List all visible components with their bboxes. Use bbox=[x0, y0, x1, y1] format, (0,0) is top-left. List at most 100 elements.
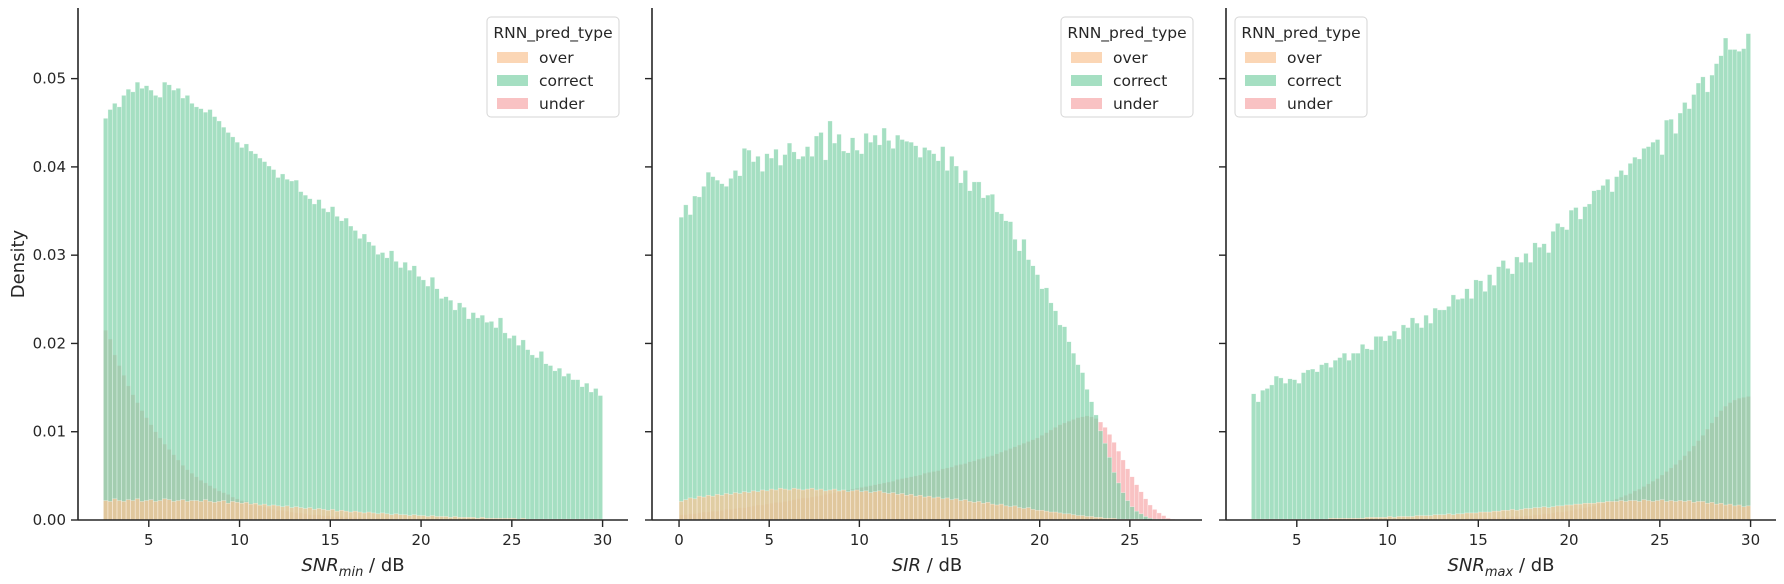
bar-correct bbox=[895, 134, 901, 521]
bar-over bbox=[144, 500, 150, 521]
bar-over bbox=[130, 500, 136, 521]
bar-over bbox=[737, 493, 743, 521]
bar-correct bbox=[890, 148, 896, 521]
bar-correct bbox=[1043, 287, 1049, 521]
bar-correct bbox=[859, 153, 865, 521]
x-tick-label: 20 bbox=[1560, 531, 1579, 549]
legend-title: RNN_pred_type bbox=[1067, 24, 1186, 43]
bar-over bbox=[1582, 502, 1588, 521]
bar-over bbox=[832, 488, 838, 521]
bar-over bbox=[1025, 507, 1031, 521]
bar-correct bbox=[488, 321, 494, 521]
bar-over bbox=[940, 498, 946, 521]
bar-correct bbox=[1686, 108, 1692, 521]
bar-correct bbox=[1012, 239, 1018, 521]
bar-correct bbox=[352, 230, 358, 521]
bar-over bbox=[904, 495, 910, 521]
bar-over bbox=[1586, 502, 1593, 521]
bar-over bbox=[1455, 513, 1461, 521]
x-axis-label: SNRmax / dB bbox=[1447, 555, 1554, 580]
bar-correct bbox=[1582, 206, 1588, 521]
x-tick-label: 30 bbox=[1741, 531, 1760, 549]
bar-correct bbox=[271, 169, 277, 521]
bar-over bbox=[116, 500, 122, 521]
bar-correct bbox=[1080, 372, 1086, 521]
bar-over bbox=[1732, 505, 1738, 521]
bar-over bbox=[1518, 509, 1524, 521]
bar-correct bbox=[384, 257, 390, 521]
bar-correct bbox=[171, 89, 177, 521]
x-axis-label: SIR / dB bbox=[892, 555, 963, 576]
bar-correct bbox=[1655, 139, 1661, 521]
bar-correct bbox=[1505, 268, 1511, 521]
bar-over bbox=[366, 511, 372, 521]
bar-over bbox=[931, 497, 937, 521]
bar-correct bbox=[1287, 378, 1293, 521]
bar-over bbox=[1496, 510, 1502, 521]
bar-over bbox=[890, 492, 896, 521]
bar-over bbox=[357, 511, 363, 521]
bar-over bbox=[361, 512, 367, 521]
bar-correct bbox=[584, 382, 590, 521]
bar-over bbox=[1016, 507, 1022, 521]
bar-correct bbox=[157, 96, 163, 521]
bar-correct bbox=[796, 158, 802, 521]
bar-correct bbox=[1532, 242, 1538, 521]
bar-correct bbox=[863, 133, 869, 521]
bar-correct bbox=[1409, 317, 1416, 521]
bar-over bbox=[895, 494, 901, 521]
bar-correct bbox=[768, 157, 774, 521]
bar-correct bbox=[1391, 330, 1397, 521]
bar-correct bbox=[1107, 457, 1113, 521]
bar-correct bbox=[1632, 156, 1638, 521]
bar-correct bbox=[407, 269, 413, 521]
bar-correct bbox=[1464, 288, 1470, 521]
bar-correct bbox=[330, 206, 336, 521]
bar-over bbox=[971, 502, 977, 521]
bar-over bbox=[1473, 512, 1479, 521]
bar-correct bbox=[845, 152, 851, 521]
bar-over bbox=[1546, 507, 1552, 521]
bar-over bbox=[1632, 500, 1638, 521]
bar-correct bbox=[1057, 324, 1063, 521]
bar-over bbox=[917, 495, 923, 521]
bar-correct bbox=[207, 109, 213, 521]
bar-over bbox=[827, 489, 833, 521]
bar-correct bbox=[1609, 191, 1615, 521]
legend-swatch-over bbox=[1071, 52, 1102, 63]
bar-correct bbox=[325, 211, 331, 521]
bar-correct bbox=[457, 302, 463, 521]
y-tick-label: 0.00 bbox=[33, 511, 66, 529]
bar-over bbox=[1012, 505, 1018, 521]
bar-correct bbox=[1455, 299, 1461, 521]
bar-correct bbox=[116, 106, 122, 521]
bar-correct bbox=[971, 181, 977, 521]
bar-over bbox=[1691, 502, 1697, 521]
bar-over bbox=[261, 503, 268, 521]
legend-title: RNN_pred_type bbox=[493, 24, 612, 43]
bar-correct bbox=[180, 97, 186, 521]
bar-correct bbox=[475, 317, 481, 521]
bar-correct bbox=[1278, 377, 1284, 521]
bar-over bbox=[1636, 501, 1642, 521]
bar-correct bbox=[1305, 369, 1311, 521]
bar-correct bbox=[529, 354, 535, 521]
bar-correct bbox=[805, 146, 811, 521]
bar-correct bbox=[334, 216, 340, 521]
bar-correct bbox=[1541, 243, 1547, 521]
bar-correct bbox=[1360, 344, 1366, 521]
bar-correct bbox=[940, 146, 946, 521]
bar-correct bbox=[375, 254, 381, 521]
bar-over bbox=[193, 500, 199, 521]
bar-over bbox=[962, 499, 968, 521]
bar-correct bbox=[1437, 309, 1443, 521]
bar-correct bbox=[543, 363, 549, 521]
bar-over bbox=[248, 503, 254, 521]
bar-correct bbox=[1586, 203, 1593, 521]
bar-over bbox=[980, 502, 986, 521]
bar-correct bbox=[1682, 102, 1688, 521]
bar-correct bbox=[1273, 375, 1279, 521]
bar-correct bbox=[750, 161, 756, 521]
